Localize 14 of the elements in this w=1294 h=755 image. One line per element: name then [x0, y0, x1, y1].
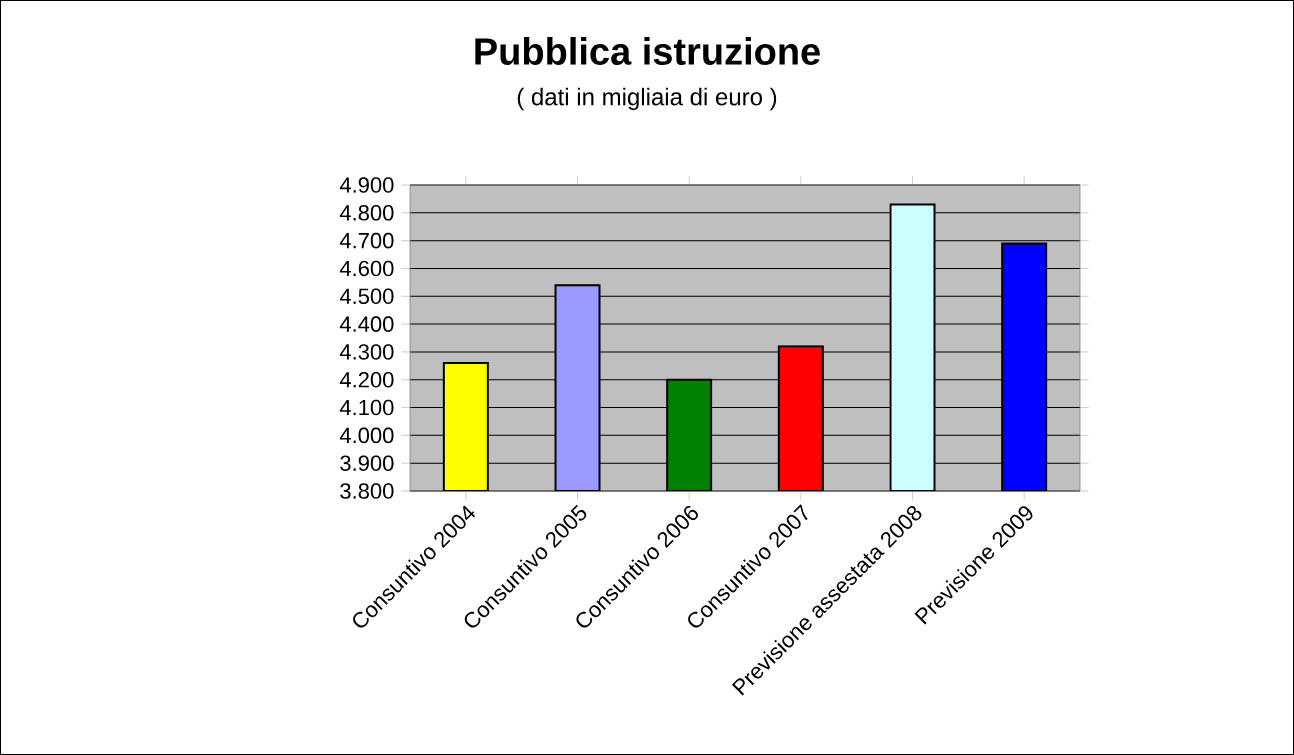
y-tick-label: 4.900 — [339, 177, 394, 193]
y-tick-label: 4.600 — [339, 260, 394, 277]
y-tick-label: 4.000 — [339, 427, 394, 444]
chart-title: Pubblica istruzione — [475, 37, 820, 65]
y-tick-label: 4.100 — [339, 399, 394, 416]
y-tick-label: 4.800 — [339, 205, 394, 221]
chart-subtitle: ( dati in migliaia di euro ) — [517, 87, 777, 111]
y-tick-label: 4.200 — [339, 371, 394, 388]
y-tick-label: 4.300 — [339, 344, 394, 360]
y-tick-label: 3.900 — [340, 455, 394, 471]
y-tick-label: 3.800 — [340, 483, 394, 499]
y-tick-label: 4.500 — [339, 288, 394, 305]
y-tick-label: 4.400 — [339, 316, 394, 332]
y-tick-label: 4.700 — [339, 232, 394, 249]
